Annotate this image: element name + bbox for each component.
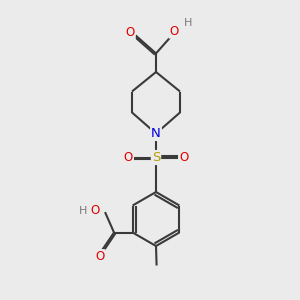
Text: O: O [180, 151, 189, 164]
Text: O: O [126, 26, 135, 40]
Text: N: N [151, 127, 161, 140]
Text: O: O [90, 204, 99, 217]
Text: H: H [184, 18, 192, 28]
Text: O: O [123, 151, 132, 164]
Text: S: S [152, 151, 160, 164]
Text: O: O [169, 25, 178, 38]
Text: H: H [79, 206, 88, 216]
Text: O: O [95, 250, 104, 263]
